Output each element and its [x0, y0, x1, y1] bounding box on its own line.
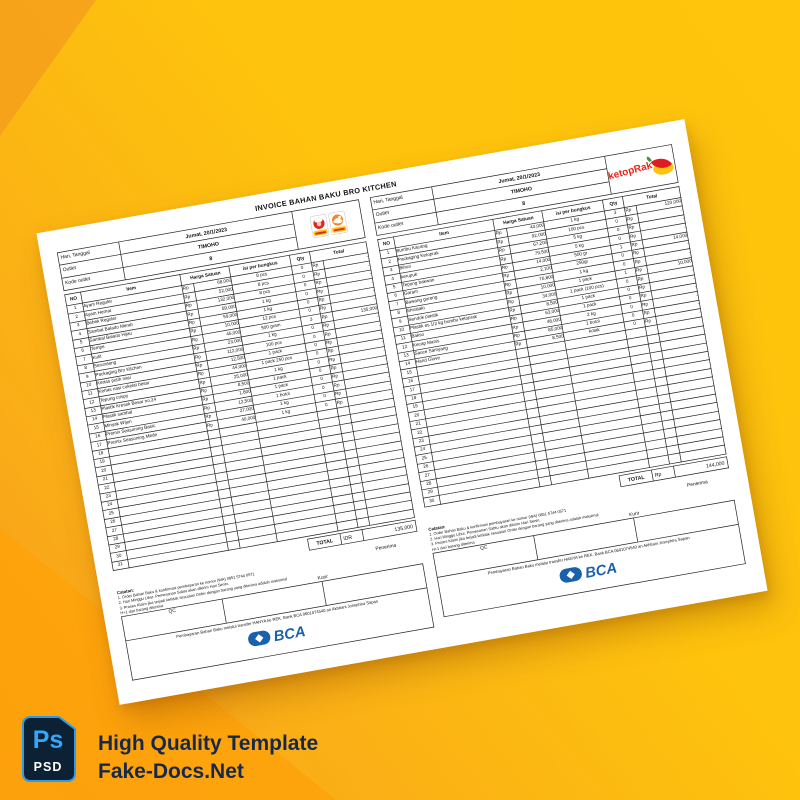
left-header-labels: Hari, Tanggal Outlet Kode outlet	[57, 242, 125, 290]
watermark-line-1: High Quality Template	[98, 732, 319, 755]
svg-text:ketopRak: ketopRak	[607, 160, 654, 182]
left-header-block: Hari, Tanggal Outlet Kode outlet Jumat, …	[56, 199, 366, 292]
right-header-logo: ketopRak	[605, 145, 678, 194]
right-notes-area: Catatan: 1. Order Bahan Baku & konfirmas…	[428, 474, 746, 618]
right-payment-box: Pembayaran Bahan Baku melalui transfer H…	[436, 524, 746, 618]
bca-logo: BCA	[440, 536, 744, 609]
watermark-line-2: Fake-Docs.Net	[98, 760, 244, 783]
chicken-mascot-stamp-icon	[327, 210, 348, 235]
right-items-table: NO Item Harga Satuan isi per bungkus Qty…	[377, 186, 727, 507]
item-cell: 31	[111, 559, 130, 571]
left-payment-box: Pembayaran Bahan Baku melalui transfer H…	[125, 588, 435, 681]
psd-file-label: PSD	[34, 760, 63, 774]
invoice-paper: INVOICE BAHAN BAKU BRO KITCHEN Hari, Tan…	[36, 119, 768, 705]
svg-text:BCA: BCA	[273, 624, 307, 645]
left-items-table: NO Item Harga Satuan isi per bungkus Qty…	[64, 241, 415, 571]
invoice-right-section: Hari, Tanggal Outlet Kode outlet Jumat, …	[369, 144, 747, 625]
invoice-left-section: Hari, Tanggal Outlet Kode outlet Jumat, …	[56, 199, 435, 681]
svg-text:BCA: BCA	[584, 560, 618, 581]
bca-logo: BCA	[128, 600, 432, 673]
right-total-currency: Rp	[651, 465, 676, 482]
left-notes-area: Catatan: 1. Order Bahan Baku & konfirmas…	[117, 538, 435, 681]
right-header-labels: Hari, Tanggal Outlet Kode outlet	[370, 187, 438, 235]
ketoprak-logo: ketopRak	[607, 156, 674, 183]
psd-file-icon: Ps PSD	[22, 716, 76, 782]
watermark-text: High Quality Template Fake-Docs.Net	[98, 730, 318, 786]
watermark: Ps PSD High Quality Template Fake-Docs.N…	[22, 716, 318, 786]
left-total-currency: IDR	[340, 529, 365, 545]
right-header-block: Hari, Tanggal Outlet Kode outlet Jumat, …	[369, 144, 679, 236]
left-header-logos	[292, 200, 365, 249]
invoice-paper-inner: INVOICE BAHAN BAKU BRO KITCHEN Hari, Tan…	[36, 119, 767, 705]
item-cell: 30	[423, 495, 441, 507]
ps-app-label: Ps	[33, 726, 64, 754]
bro-kitchen-stamp-icon	[309, 214, 329, 239]
invoice-columns: Hari, Tanggal Outlet Kode outlet Jumat, …	[56, 144, 747, 681]
